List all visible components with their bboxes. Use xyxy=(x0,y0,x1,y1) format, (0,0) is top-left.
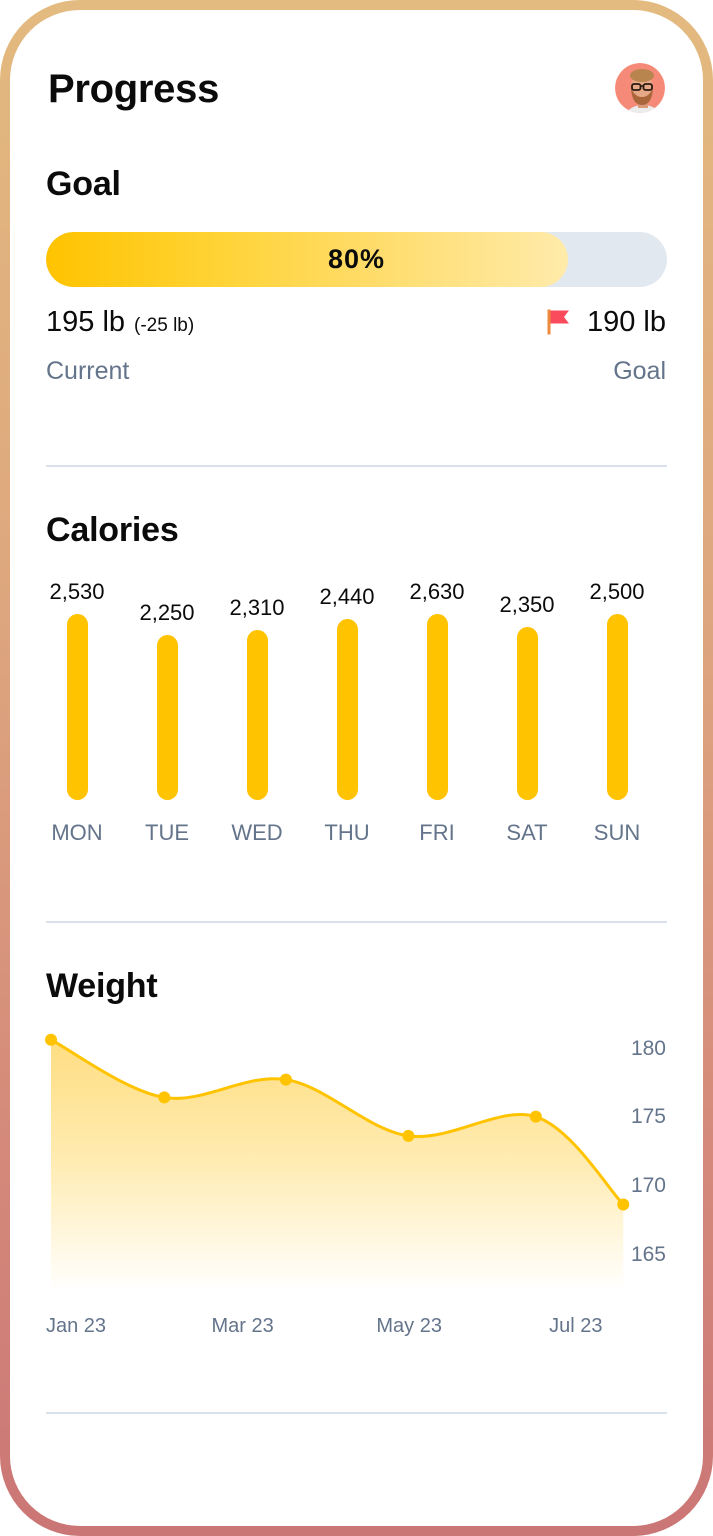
user-avatar-button[interactable] xyxy=(615,63,665,113)
weight-y-tick: 165 xyxy=(630,1242,666,1266)
weight-data-point xyxy=(158,1091,171,1104)
goal-label: Goal xyxy=(613,357,666,385)
calories-bar-value: 2,350 xyxy=(499,592,555,617)
weight-x-tick: Jul 23 xyxy=(549,1315,603,1337)
calories-bar-value: 2,530 xyxy=(49,579,105,605)
avatar-icon xyxy=(615,63,665,113)
goal-weight-value: 190 lb xyxy=(586,306,666,338)
flag-icon xyxy=(547,309,569,335)
divider xyxy=(46,465,667,467)
calories-day-label: SUN xyxy=(593,820,641,845)
calories-day-label: WED xyxy=(231,820,283,845)
calories-bar xyxy=(606,614,628,800)
calories-bar-value: 2,310 xyxy=(229,595,285,621)
weight-plot xyxy=(45,1033,630,1290)
goal-weight: 190 lb xyxy=(587,308,666,337)
calories-day-label: THU xyxy=(324,820,370,845)
calories-bar xyxy=(426,614,448,800)
calories-bar-value: 2,630 xyxy=(409,579,465,605)
current-weight-value: 195 lb xyxy=(46,306,126,338)
weight-x-tick: Mar 23 xyxy=(211,1315,274,1337)
goal-progress-label: 80% xyxy=(327,244,386,274)
current-weight: 195 lb (-25 lb) xyxy=(46,308,194,337)
weight-y-tick: 175 xyxy=(630,1105,666,1129)
calories-bar xyxy=(66,614,88,800)
weight-data-point xyxy=(617,1198,630,1211)
divider xyxy=(46,1412,667,1414)
calories-bar-value: 2,250 xyxy=(139,600,195,626)
weight-data-point xyxy=(45,1033,58,1046)
goal-heading: Goal xyxy=(46,165,121,203)
calories-day-label: SAT xyxy=(506,820,548,845)
goal-progress-fill xyxy=(46,232,568,287)
divider xyxy=(46,921,667,923)
calories-bar xyxy=(156,635,178,800)
calories-bar xyxy=(246,629,268,800)
weight-data-point xyxy=(279,1073,292,1086)
weight-line xyxy=(50,1038,625,1206)
weight-data-point xyxy=(529,1110,542,1123)
weight-x-tick: May 23 xyxy=(376,1315,442,1337)
weight-y-tick: 170 xyxy=(630,1174,666,1197)
page-title: Progress xyxy=(48,67,220,111)
current-label: Current xyxy=(46,357,130,385)
weight-y-tick: 180 xyxy=(630,1036,666,1060)
calories-bar-value: 2,500 xyxy=(589,579,645,605)
calories-day-label: TUE xyxy=(145,820,189,845)
calories-day-label: FRI xyxy=(419,820,455,845)
weight-area-fill xyxy=(51,1039,624,1290)
calories-bar-value: 2,440 xyxy=(319,584,375,610)
weight-heading: Weight xyxy=(46,967,158,1005)
current-weight-change: (-25 lb) xyxy=(134,315,195,336)
weight-data-point xyxy=(402,1129,415,1142)
goal-progress-bar: 80% xyxy=(46,232,667,287)
calories-bar xyxy=(336,619,358,800)
weight-x-tick: Jan 23 xyxy=(45,1315,107,1337)
calories-day-label: MON xyxy=(51,820,103,845)
calories-bar xyxy=(516,626,538,800)
calories-heading: Calories xyxy=(46,511,179,549)
